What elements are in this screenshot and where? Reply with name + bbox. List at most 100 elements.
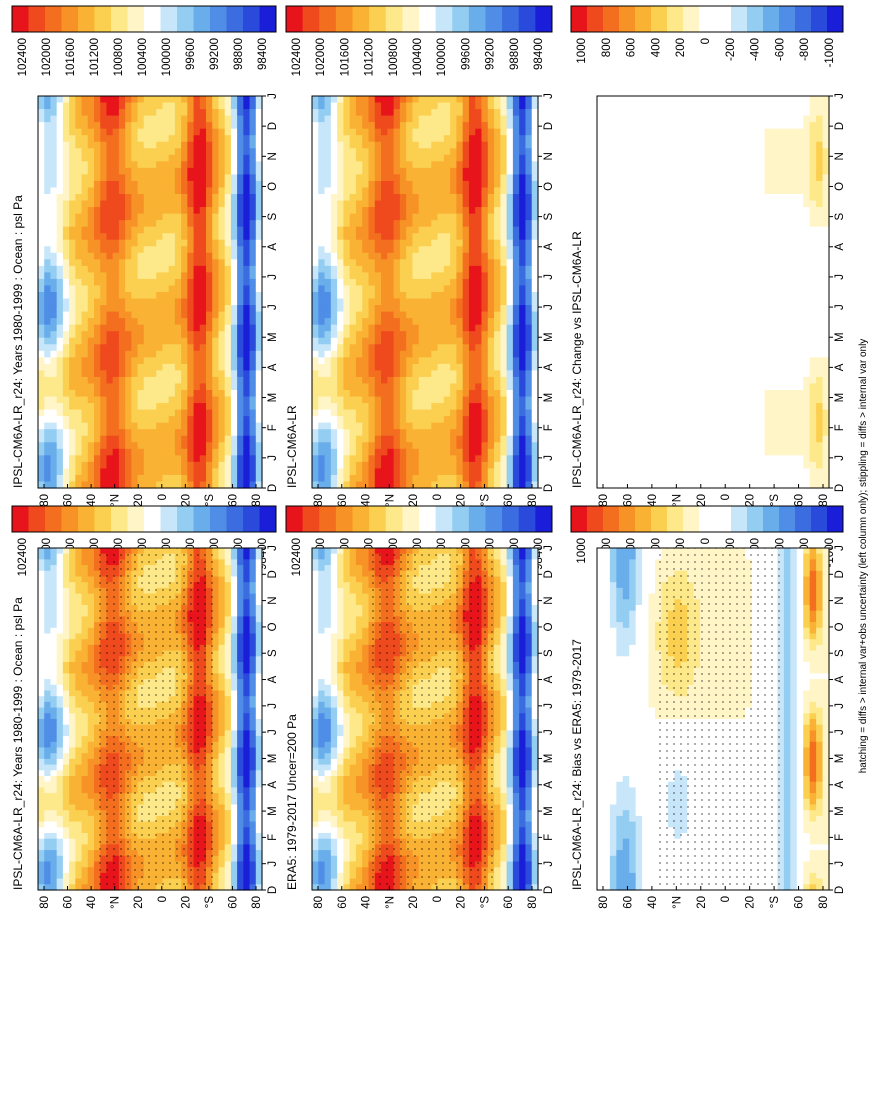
heatmap-cell bbox=[206, 194, 213, 202]
heatmap-cell bbox=[56, 448, 64, 456]
heatmap-cell bbox=[137, 285, 145, 293]
heatmap-cell bbox=[87, 656, 95, 663]
heatmap-cell bbox=[131, 141, 139, 149]
heatmap-cell bbox=[75, 403, 83, 411]
heatmap-cell bbox=[69, 570, 76, 578]
heatmap-cell bbox=[44, 867, 52, 874]
heatmap-cell bbox=[81, 298, 89, 306]
heatmap-cell bbox=[193, 403, 201, 411]
heatmap-cell bbox=[44, 690, 52, 697]
heatmap-cell bbox=[112, 422, 120, 430]
heatmap-cell bbox=[531, 565, 539, 572]
heatmap-cell bbox=[69, 741, 76, 749]
heatmap-cell bbox=[156, 376, 164, 385]
heatmap-cell bbox=[50, 265, 58, 273]
heatmap-cell bbox=[94, 331, 101, 339]
heatmap-cell bbox=[224, 633, 232, 640]
heatmap-cell bbox=[62, 639, 70, 646]
heatmap-cell bbox=[237, 115, 244, 123]
heatmap-cell bbox=[44, 226, 52, 234]
heatmap-cell bbox=[243, 821, 251, 828]
heatmap-cell bbox=[193, 429, 201, 437]
heatmap-cell bbox=[125, 239, 132, 247]
heatmap-cell bbox=[224, 96, 232, 104]
heatmap-cell bbox=[69, 599, 76, 606]
heatmap-cell bbox=[81, 239, 89, 247]
heatmap-cell bbox=[224, 576, 232, 583]
heatmap-cell bbox=[162, 174, 170, 182]
heatmap-cell bbox=[50, 252, 58, 260]
heatmap-cell bbox=[137, 305, 145, 313]
heatmap-cell bbox=[224, 667, 232, 674]
heatmap-cell bbox=[237, 559, 244, 566]
heatmap-cell bbox=[100, 383, 108, 391]
heatmap-cell bbox=[69, 804, 76, 811]
heatmap-cell bbox=[56, 696, 64, 703]
heatmap-cell bbox=[81, 252, 89, 260]
heatmap-cell bbox=[230, 679, 238, 686]
heatmap-cell bbox=[230, 324, 238, 332]
heatmap-cell bbox=[56, 390, 64, 398]
heatmap-cell bbox=[243, 200, 251, 208]
heatmap-cell bbox=[255, 311, 263, 319]
heatmap-cell bbox=[150, 174, 157, 182]
heatmap-cell bbox=[206, 207, 213, 215]
heatmap-cell bbox=[75, 884, 83, 891]
heatmap-cell bbox=[44, 667, 52, 674]
heatmap-cell bbox=[118, 220, 126, 228]
heatmap-cell bbox=[162, 259, 170, 267]
heatmap-cell bbox=[81, 701, 89, 709]
heatmap-cell bbox=[249, 730, 257, 737]
lat-tick-label: 80 bbox=[39, 896, 51, 909]
lat-tick-label: °N bbox=[110, 896, 122, 909]
heatmap-cell bbox=[62, 673, 70, 680]
heatmap-cell bbox=[131, 285, 139, 293]
heatmap-cell bbox=[243, 793, 251, 800]
heatmap-cell bbox=[62, 872, 70, 880]
heatmap-cell bbox=[199, 135, 207, 143]
heatmap-cell bbox=[206, 311, 213, 319]
heatmap-cell bbox=[106, 200, 114, 208]
heatmap-cell bbox=[75, 481, 83, 489]
heatmap-cell bbox=[174, 213, 182, 221]
heatmap-cell bbox=[150, 350, 157, 358]
heatmap-cell bbox=[137, 370, 145, 378]
heatmap-cell bbox=[237, 593, 244, 600]
heatmap-cell bbox=[50, 861, 58, 868]
heatmap-cell bbox=[212, 390, 220, 398]
heatmap-cell bbox=[81, 633, 89, 640]
heatmap-cell bbox=[75, 233, 83, 241]
heatmap-cell bbox=[137, 148, 145, 156]
heatmap-cell bbox=[62, 736, 70, 743]
heatmap-cell bbox=[512, 616, 520, 623]
heatmap-cell bbox=[187, 442, 195, 450]
heatmap-cell bbox=[156, 272, 164, 280]
heatmap-cell bbox=[62, 207, 70, 215]
heatmap-cell bbox=[243, 736, 251, 743]
colorbar-swatch bbox=[335, 506, 353, 532]
heatmap-cell bbox=[38, 461, 45, 469]
panels: 1024001020001016001012001008001004001000… bbox=[11, 5, 846, 909]
heatmap-cell bbox=[162, 376, 170, 385]
heatmap-cell bbox=[162, 370, 170, 378]
heatmap-cell bbox=[75, 713, 83, 720]
heatmap-cell bbox=[81, 370, 89, 378]
heatmap-cell bbox=[230, 599, 238, 606]
heatmap-cell bbox=[56, 435, 64, 443]
heatmap-cell bbox=[69, 141, 76, 149]
heatmap-cell bbox=[230, 416, 238, 424]
heatmap-cell bbox=[150, 265, 157, 273]
heatmap-cell bbox=[44, 461, 52, 469]
heatmap-cell bbox=[62, 827, 70, 834]
heatmap-cell bbox=[94, 305, 101, 313]
heatmap-cell bbox=[230, 690, 238, 697]
heatmap-cell bbox=[87, 409, 95, 417]
heatmap-cell bbox=[218, 285, 226, 293]
heatmap-cell bbox=[512, 553, 520, 560]
heatmap-cell bbox=[100, 435, 108, 443]
heatmap-cell bbox=[168, 187, 176, 195]
heatmap-cell bbox=[137, 174, 145, 182]
heatmap-cell bbox=[106, 174, 114, 182]
heatmap-cell bbox=[131, 207, 139, 215]
heatmap-cell bbox=[50, 798, 58, 806]
